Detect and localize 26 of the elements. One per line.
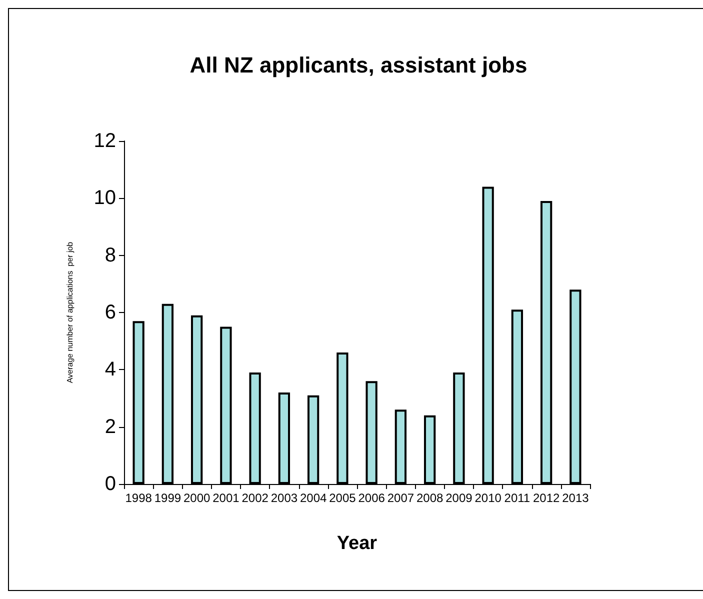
x-tick-label: 2010 (474, 491, 502, 505)
y-axis-title: Average number of applications per job (66, 241, 74, 384)
x-tick-label: 2006 (358, 491, 386, 505)
x-tick-label: 2007 (387, 491, 414, 505)
chart-title: All NZ applicants, assistant jobs (190, 52, 528, 78)
x-tick-label: 2003 (270, 491, 298, 505)
y-tick-label: 2 (104, 416, 116, 438)
x-tick-label: 2013 (562, 491, 590, 505)
y-tick-label: 0 (104, 473, 116, 495)
y-tick-label: 12 (94, 130, 116, 152)
y-tick-label: 6 (104, 302, 116, 324)
x-tick-label: 2012 (532, 491, 560, 505)
x-axis-title: Year (336, 533, 378, 554)
x-tick-label: 2001 (212, 491, 240, 505)
x-tick-label: 2000 (183, 491, 210, 505)
y-tick-label: 4 (104, 358, 116, 381)
x-tick-label: 2009 (446, 491, 473, 505)
x-tick-label: 1998 (125, 491, 152, 505)
x-tick-label: 2008 (416, 491, 444, 505)
x-tick-label: 2005 (329, 491, 356, 505)
x-tick-label: 2011 (504, 491, 530, 505)
x-tick-label: 2004 (300, 491, 327, 505)
x-tick-label: 2002 (242, 491, 269, 505)
y-tick-label: 8 (104, 244, 116, 266)
y-tick-label: 10 (94, 187, 116, 210)
x-tick-label: 1999 (154, 491, 182, 505)
